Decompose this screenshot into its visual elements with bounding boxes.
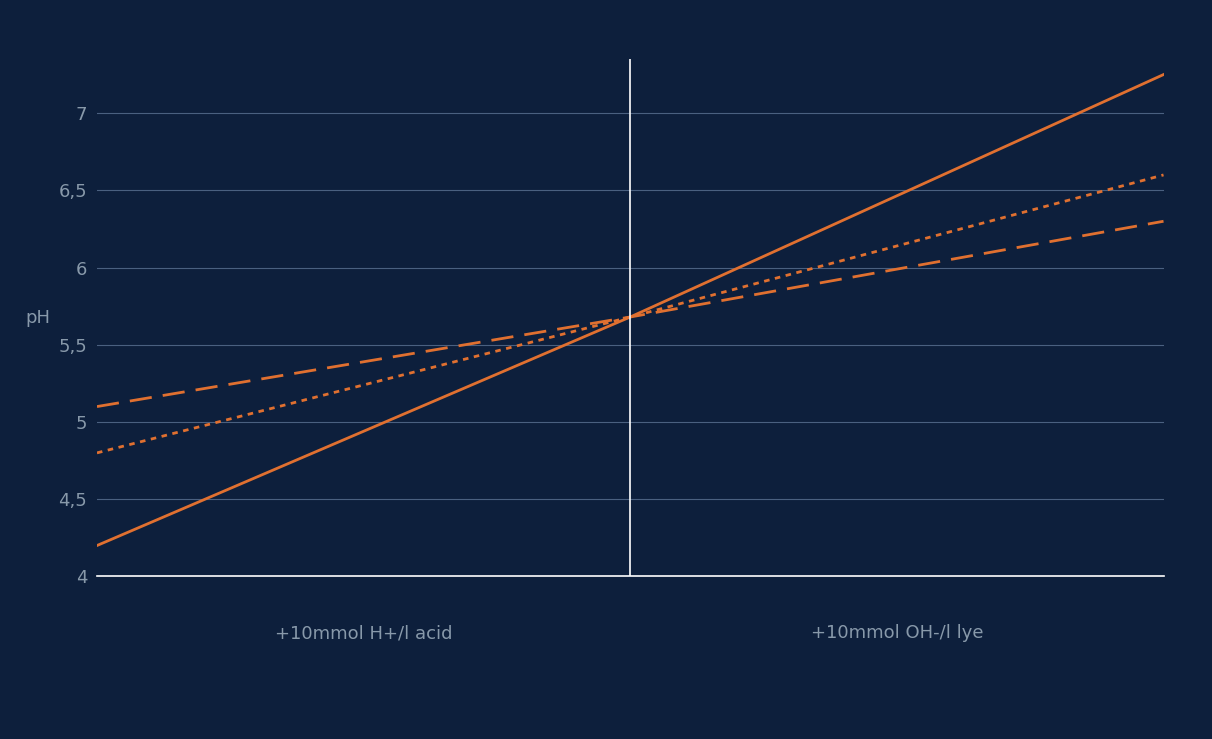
- Y-axis label: pH: pH: [25, 309, 50, 327]
- Text: +10mmol OH-/l lye: +10mmol OH-/l lye: [811, 624, 983, 642]
- Legend: 100% peat, 0% peat, 50% peat: 100% peat, 0% peat, 50% peat: [319, 732, 942, 739]
- Text: +10mmol H+/l acid: +10mmol H+/l acid: [275, 624, 452, 642]
